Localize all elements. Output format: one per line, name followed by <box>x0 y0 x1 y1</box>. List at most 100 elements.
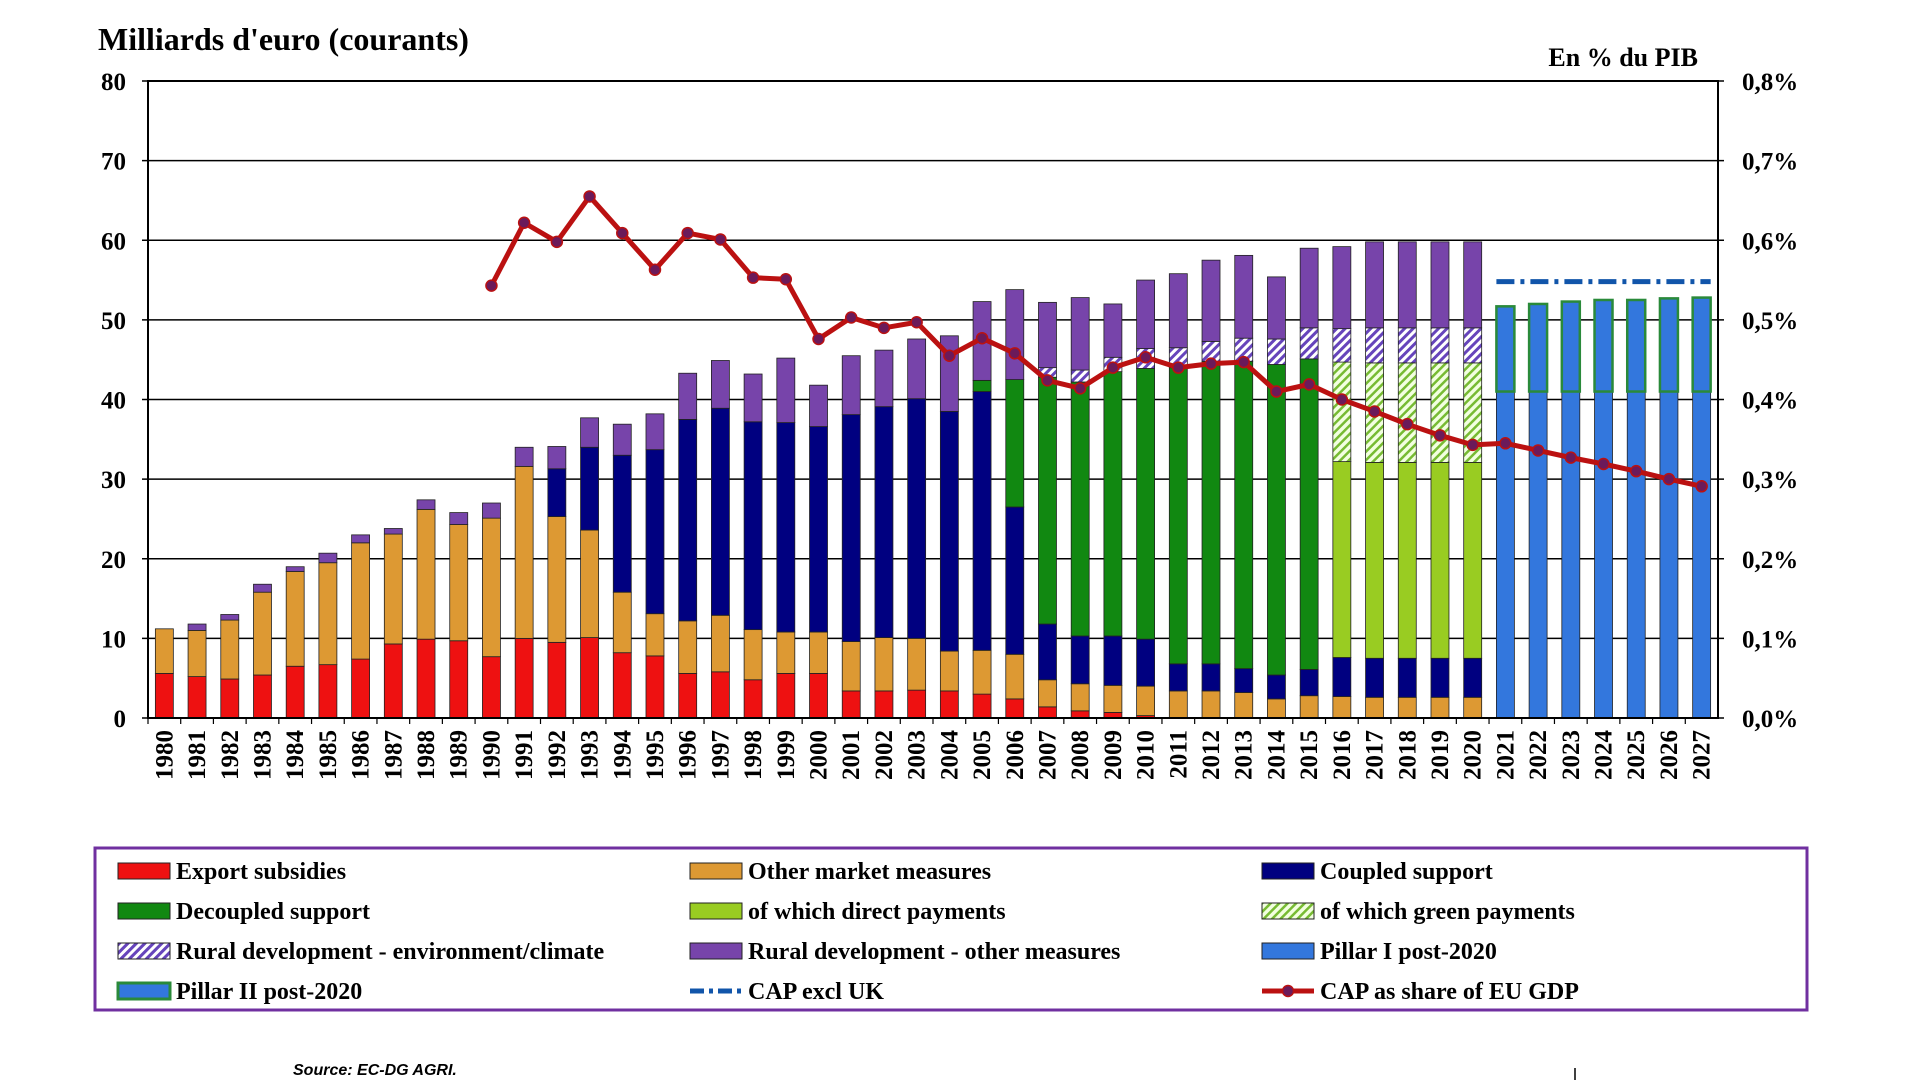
bar-of-which-green-payments <box>1430 362 1450 463</box>
bar-other-market-measures <box>1397 696 1417 719</box>
y-tick-label: 20 <box>101 547 126 574</box>
bar-export-subsidies <box>449 640 469 719</box>
bar-other-market-measures <box>776 631 796 674</box>
bar-other-market-measures <box>907 637 927 691</box>
legend-label: Coupled support <box>1320 859 1493 885</box>
y2-tick-label: 0,0% <box>1742 706 1798 733</box>
bar-coupled-support <box>547 468 567 517</box>
bar-other-market-measures <box>1038 679 1057 708</box>
bar-coupled-support <box>1234 668 1254 693</box>
legend-label: Pillar I post-2020 <box>1320 939 1497 965</box>
bar-pillar-i-post-2020 <box>1692 391 1712 719</box>
bar-other-market-measures <box>1103 684 1123 713</box>
line-cap-share-gdp-marker <box>1466 438 1479 452</box>
bar-rural-development-other-measures <box>285 566 305 572</box>
bar-other-market-measures <box>1070 683 1090 712</box>
bar-coupled-support <box>1103 635 1123 686</box>
bar-other-market-measures <box>383 533 403 645</box>
bar-rural-development-other-measures <box>514 446 534 467</box>
x-tick-label: 2022 <box>1525 730 1552 780</box>
bar-rural-development-other-measures <box>580 417 599 448</box>
bar-rural-development-environment-climate <box>1332 328 1352 363</box>
bar-other-market-measures <box>678 620 698 674</box>
line-cap-share-gdp-marker <box>844 311 858 324</box>
bar-other-market-measures <box>1201 690 1221 719</box>
bar-export-subsidies <box>547 641 567 719</box>
bar-other-market-measures <box>514 465 534 639</box>
x-tick-label: 2014 <box>1263 730 1290 781</box>
right-axis-title: En % du PIB <box>1548 43 1698 72</box>
bar-other-market-measures <box>874 637 894 692</box>
legend-swatch-cap-as-share-of-eu-gdp-marker <box>1281 984 1295 998</box>
bar-rural-development-other-measures <box>1332 246 1352 330</box>
bar-export-subsidies <box>711 671 730 719</box>
chart-title: Milliards d'euro (courants) <box>98 21 469 57</box>
bar-rural-development-other-measures <box>449 512 469 525</box>
y-tick-label: 70 <box>101 149 126 176</box>
bar-rural-development-other-measures <box>1397 241 1417 329</box>
bar-other-market-measures <box>547 516 567 643</box>
legend-swatch-other-market-measures <box>689 862 743 880</box>
bar-rural-development-other-measures <box>874 349 894 408</box>
legend-label: Pillar II post-2020 <box>176 979 362 1005</box>
bar-export-subsidies <box>1005 698 1025 719</box>
bar-coupled-support <box>612 454 632 593</box>
bar-rural-development-other-measures <box>645 413 665 451</box>
x-tick-label: 2000 <box>806 730 833 780</box>
bar-decoupled-support <box>1299 358 1319 670</box>
bar-rural-development-other-measures <box>711 360 730 409</box>
bar-other-market-measures <box>154 628 174 674</box>
y-tick-label: 50 <box>101 308 126 335</box>
bar-decoupled-support <box>1234 360 1254 670</box>
bar-export-subsidies <box>776 673 796 719</box>
legend-label: Rural development - environment/climate <box>176 939 605 965</box>
gridlines <box>148 159 1718 640</box>
line-cap-share-gdp-marker <box>1073 382 1087 395</box>
bar-rural-development-other-measures <box>809 384 828 427</box>
bar-rural-development-other-measures <box>1038 301 1057 369</box>
bar-rural-development-other-measures <box>1168 273 1188 349</box>
bar-decoupled-support <box>1201 360 1221 665</box>
bar-other-market-measures <box>1168 690 1188 719</box>
bar-other-market-measures <box>580 529 599 638</box>
bar-export-subsidies <box>383 643 403 719</box>
line-cap-share-gdp-marker <box>583 190 596 203</box>
bar-rural-development-other-measures <box>1267 276 1286 340</box>
x-tick-label: 2004 <box>936 730 963 781</box>
y-tick-label: 80 <box>101 69 126 96</box>
line-cap-share-gdp-marker <box>1106 361 1120 374</box>
bar-rural-development-other-measures <box>187 623 207 631</box>
x-tick-label: 1998 <box>740 730 767 780</box>
bar-rural-development-other-measures <box>678 372 698 420</box>
line-cap-share-gdp-marker <box>681 226 694 240</box>
bar-coupled-support <box>1332 657 1352 697</box>
bar-other-market-measures <box>416 508 436 640</box>
x-tick-label: 1992 <box>544 730 571 780</box>
bar-pillar-ii-post-2020 <box>1560 300 1582 393</box>
legend-label: CAP as share of EU GDP <box>1320 979 1579 1005</box>
x-tick-label: 2008 <box>1067 730 1094 780</box>
line-cap-share-gdp-marker <box>1302 378 1316 391</box>
bar-export-subsidies <box>809 673 828 719</box>
bar-pillar-ii-post-2020 <box>1691 296 1712 393</box>
bar-export-subsidies <box>416 638 436 719</box>
line-cap-share-gdp-marker <box>1499 437 1512 450</box>
legend-swatch-decoupled-support <box>117 902 171 920</box>
bar-other-market-measures <box>1299 695 1319 719</box>
bar-coupled-support <box>907 398 927 639</box>
bar-rural-development-other-measures <box>547 446 567 470</box>
bar-other-market-measures <box>1005 653 1025 700</box>
source-note: Source: EC-DG AGRI. <box>293 1062 457 1079</box>
bar-rural-development-other-measures <box>1136 279 1155 349</box>
bar-export-subsidies <box>874 690 894 719</box>
bar-of-which-direct-payments <box>1397 462 1417 659</box>
y-tick-label: 30 <box>101 467 126 494</box>
bar-coupled-support <box>1299 669 1319 697</box>
bar-coupled-support <box>580 446 599 531</box>
bar-export-subsidies <box>841 690 861 719</box>
x-tick-label: 2001 <box>838 730 865 780</box>
bar-rural-development-environment-climate <box>1267 338 1286 365</box>
y-tick-label: 40 <box>101 388 126 415</box>
bar-other-market-measures <box>351 542 370 660</box>
bar-rural-development-other-measures <box>1005 289 1025 380</box>
